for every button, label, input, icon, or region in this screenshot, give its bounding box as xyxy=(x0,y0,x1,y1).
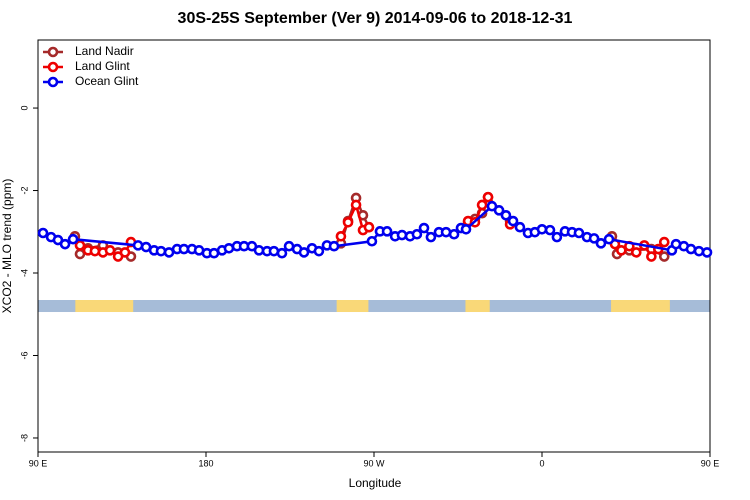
legend-label: Land Nadir xyxy=(75,44,134,58)
data-point xyxy=(544,224,556,236)
data-point xyxy=(425,231,437,243)
ocean-band xyxy=(38,300,710,313)
chart-title: 30S-25S September (Ver 9) 2014-09-06 to … xyxy=(178,10,573,27)
data-point xyxy=(588,233,600,244)
data-point xyxy=(104,245,116,256)
legend-marker xyxy=(47,61,59,73)
data-point xyxy=(630,247,642,258)
legend-marker xyxy=(47,76,59,88)
data-point xyxy=(132,240,144,251)
data-point xyxy=(342,216,354,228)
x-tick-label: 90 W xyxy=(363,458,385,468)
data-point xyxy=(59,238,71,250)
data-point xyxy=(701,247,713,258)
data-point xyxy=(119,247,131,258)
data-point xyxy=(411,228,423,240)
data-point xyxy=(381,226,393,237)
data-point xyxy=(646,251,657,262)
plot-frame xyxy=(37,39,711,453)
data-point xyxy=(595,238,607,249)
data-point xyxy=(335,231,347,242)
data-point xyxy=(298,247,310,258)
y-tick-label: -6 xyxy=(19,351,29,359)
data-point xyxy=(448,228,460,240)
y-tick-label: 0 xyxy=(19,106,29,111)
x-tick-label: 90 E xyxy=(701,458,720,468)
x-tick-label: 0 xyxy=(539,458,544,468)
data-point xyxy=(74,240,86,251)
data-point xyxy=(616,245,627,256)
y-tick-label: -4 xyxy=(19,269,29,277)
data-point xyxy=(363,221,375,233)
data-point xyxy=(573,227,585,239)
data-point xyxy=(460,223,472,235)
data-point xyxy=(482,191,494,203)
data-point xyxy=(366,235,378,247)
y-axis-label: XCO2 - MLO trend (ppm) xyxy=(0,179,14,314)
data-point xyxy=(74,248,86,260)
data-point xyxy=(37,227,49,239)
y-tick-label: -2 xyxy=(19,187,29,195)
data-point xyxy=(155,245,167,257)
data-point xyxy=(500,209,512,221)
data-point xyxy=(603,233,615,245)
land-band xyxy=(75,300,134,313)
y-tick-label: -8 xyxy=(19,434,29,442)
data-point xyxy=(493,205,505,216)
land-band xyxy=(465,300,490,313)
land-band xyxy=(336,300,369,313)
data-point xyxy=(67,233,79,245)
data-point xyxy=(507,215,519,227)
data-point xyxy=(551,231,563,243)
land-band xyxy=(611,300,670,313)
data-point xyxy=(693,245,705,257)
x-axis-label: Longitude xyxy=(349,476,402,490)
data-point xyxy=(350,199,362,211)
data-point xyxy=(658,251,670,262)
data-point xyxy=(418,222,430,234)
data-point xyxy=(514,221,526,233)
legend-label: Land Glint xyxy=(75,59,130,73)
data-point xyxy=(89,245,101,257)
data-point xyxy=(313,245,325,257)
x-tick-label: 90 E xyxy=(29,458,48,468)
data-point xyxy=(328,240,340,252)
x-tick-label: 180 xyxy=(198,458,213,468)
legend-label: Ocean Glint xyxy=(75,74,139,88)
data-point xyxy=(396,229,408,241)
data-point xyxy=(658,236,670,248)
legend-marker xyxy=(47,46,59,58)
data-point xyxy=(476,199,488,211)
data-point xyxy=(276,247,288,259)
